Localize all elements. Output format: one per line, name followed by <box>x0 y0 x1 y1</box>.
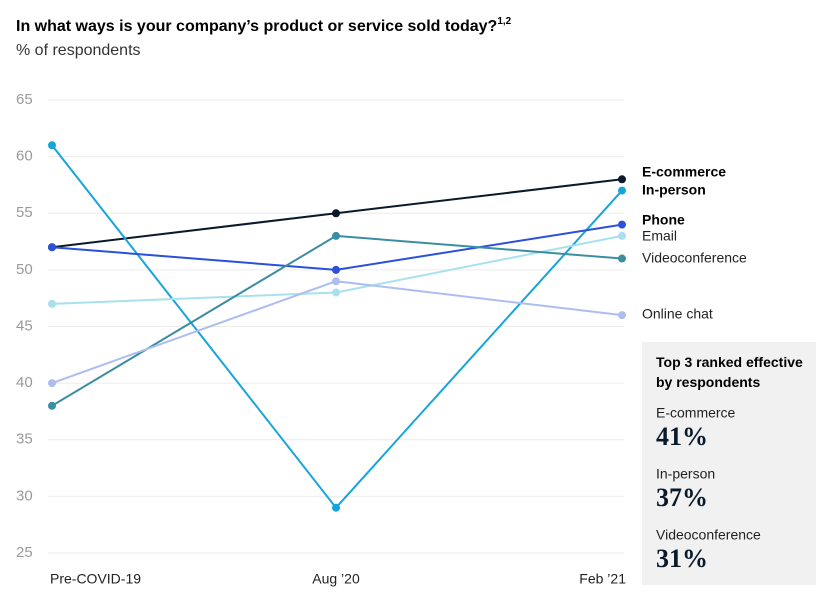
data-point <box>618 231 626 240</box>
y-tick-label: 40 <box>16 374 33 391</box>
legend-label: Phone <box>642 212 685 228</box>
panel-title: Top 3 ranked effective by respondents <box>656 354 803 390</box>
y-tick-label: 65 <box>16 91 33 108</box>
legend-label: Email <box>642 228 677 244</box>
legend-label: E-commerce <box>642 164 726 180</box>
data-point <box>332 209 340 218</box>
y-tick-label: 60 <box>16 148 33 165</box>
data-point <box>48 243 56 252</box>
legend-label: Videoconference <box>642 250 747 266</box>
panel-item-value: 31% <box>656 544 708 573</box>
legend-label: In-person <box>642 182 706 198</box>
chart-title: In what ways is your company’s product o… <box>16 16 512 36</box>
data-point <box>332 265 340 274</box>
y-tick-label: 45 <box>16 317 33 334</box>
data-point <box>618 220 626 229</box>
panel-item-label: Videoconference <box>656 527 761 543</box>
series-line <box>51 234 623 407</box>
panel-item-value: 41% <box>656 422 708 451</box>
x-tick-label: Aug ’20 <box>312 571 360 587</box>
data-point <box>48 141 56 150</box>
x-tick-label: Pre-COVID-19 <box>50 571 141 587</box>
y-tick-label: 30 <box>16 487 33 504</box>
y-tick-label: 25 <box>16 544 33 561</box>
y-tick-label: 35 <box>16 431 33 448</box>
data-point <box>48 299 56 308</box>
legend-label: Online chat <box>642 306 713 322</box>
y-tick-label: 50 <box>16 261 33 278</box>
chart-subtitle: % of respondents <box>16 42 141 59</box>
data-point <box>332 277 340 286</box>
panel-item-value: 37% <box>656 483 708 512</box>
data-point <box>332 231 340 240</box>
panel-title-text: Top 3 ranked effective <box>656 354 803 370</box>
y-tick-label: 55 <box>16 204 33 221</box>
data-point <box>618 186 626 195</box>
data-point <box>48 401 56 410</box>
data-point <box>618 254 626 263</box>
series-line <box>51 280 623 385</box>
panel-title-text: by respondents <box>656 374 760 390</box>
title-superscript: 1,2 <box>497 16 511 27</box>
panel-item-label: In-person <box>656 466 715 482</box>
data-point <box>48 379 56 388</box>
data-point <box>332 503 340 512</box>
x-tick-label: Feb ’21 <box>579 571 626 587</box>
panel-box <box>642 342 816 585</box>
series-line <box>51 223 623 271</box>
panel-item-label: E-commerce <box>656 405 736 421</box>
title-text: In what ways is your company’s product o… <box>16 18 497 35</box>
data-point <box>332 288 340 297</box>
data-point <box>618 175 626 184</box>
data-point <box>618 311 626 320</box>
